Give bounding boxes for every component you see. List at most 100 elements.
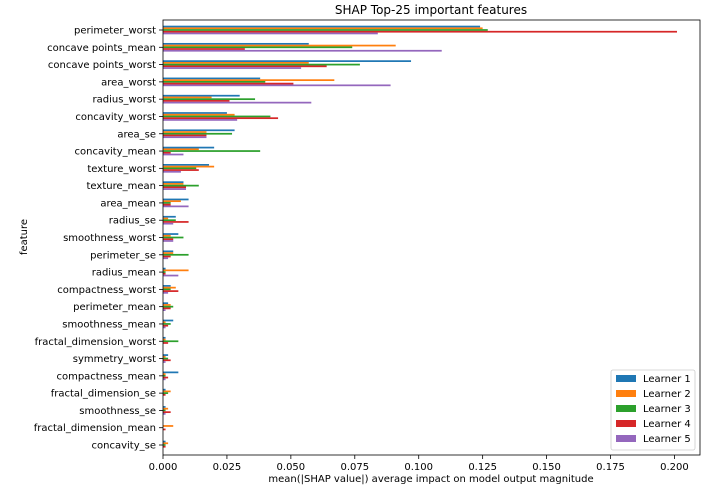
bar <box>163 373 166 375</box>
bar <box>163 219 176 222</box>
bar <box>163 233 179 235</box>
bar <box>163 390 171 393</box>
legend-label: Learner 4 <box>643 419 691 430</box>
legend-label: Learner 5 <box>643 434 691 445</box>
y-tick-label: symmetry_worst <box>73 354 156 365</box>
bar <box>163 98 256 101</box>
bar <box>163 445 166 448</box>
bar <box>163 134 207 137</box>
bar <box>163 376 169 379</box>
bar <box>163 288 171 291</box>
bar <box>163 167 197 170</box>
bar <box>163 323 171 325</box>
y-tick-label: area_se <box>117 129 156 140</box>
bar <box>163 413 166 415</box>
bar <box>163 393 166 396</box>
bar <box>163 269 189 272</box>
bar <box>163 319 174 322</box>
x-tick-label: 0.200 <box>660 462 689 473</box>
bar <box>163 272 166 275</box>
y-tick-label: perimeter_mean <box>73 302 156 313</box>
bar <box>163 307 171 310</box>
bar <box>163 146 215 149</box>
y-tick-label: radius_mean <box>92 268 156 279</box>
bar <box>163 151 171 154</box>
bar <box>163 442 169 445</box>
bar <box>163 428 166 431</box>
bar <box>163 305 174 308</box>
bar <box>163 65 327 68</box>
y-tick-label: concavity_mean <box>75 147 156 158</box>
bar <box>163 32 378 35</box>
legend-swatch <box>616 390 636 397</box>
bar <box>163 355 166 358</box>
bar <box>163 407 169 410</box>
bar <box>163 271 166 273</box>
bar <box>163 42 309 45</box>
bar <box>163 49 442 52</box>
legend-swatch <box>616 375 636 382</box>
bar <box>163 252 174 254</box>
bar <box>163 409 166 412</box>
bar <box>163 44 396 47</box>
bar <box>163 29 488 31</box>
bar <box>163 131 207 133</box>
x-tick-label: 0.175 <box>596 462 625 473</box>
x-tick-label: 0.025 <box>213 462 242 473</box>
x-tick-label: 0.100 <box>404 462 433 473</box>
bar <box>163 94 240 97</box>
bar <box>163 336 166 339</box>
bar <box>163 96 212 99</box>
y-tick-label: smoothness_mean <box>62 319 156 330</box>
y-tick-label: radius_se <box>109 216 156 227</box>
bar <box>163 342 169 344</box>
bar <box>163 188 187 190</box>
bar <box>163 371 179 374</box>
bar <box>163 81 266 83</box>
bar <box>163 340 179 343</box>
bar <box>163 150 261 152</box>
bar <box>163 257 169 260</box>
bar <box>163 169 199 171</box>
y-tick-label: texture_worst <box>87 164 156 175</box>
x-axis-ticks: 0.000 0.025 0.050 0.075 0.100 0.125 0.150 0.175… <box>149 455 689 473</box>
y-tick-label: radius_worst <box>93 95 157 106</box>
bar <box>163 222 174 225</box>
bar <box>163 217 169 220</box>
bar <box>163 324 169 327</box>
bar <box>163 165 215 168</box>
bar <box>163 238 174 241</box>
y-tick-label: fractal_dimension_mean <box>34 423 156 434</box>
y-tick-label: smoothness_se <box>79 406 156 417</box>
bar <box>163 309 166 311</box>
bar <box>163 286 176 289</box>
legend-swatch <box>616 405 636 412</box>
bar <box>163 205 189 208</box>
bar <box>163 290 179 292</box>
bar <box>163 63 360 66</box>
bar <box>163 101 312 104</box>
y-tick-label: concave points_worst <box>48 60 156 71</box>
bar <box>163 291 169 294</box>
x-tick-label: 0.150 <box>532 462 561 473</box>
bar <box>163 30 677 33</box>
y-tick-label: area_worst <box>101 77 156 88</box>
bar <box>163 61 309 64</box>
x-tick-label: 0.050 <box>277 462 306 473</box>
bar <box>163 240 174 242</box>
bar <box>163 132 233 135</box>
bar <box>163 338 166 341</box>
bar <box>163 361 166 363</box>
y-tick-label: perimeter_se <box>90 250 156 261</box>
legend-swatch <box>616 435 636 442</box>
bar <box>163 200 181 203</box>
bar <box>163 164 210 166</box>
bar <box>163 82 294 85</box>
x-tick-label: 0.000 <box>149 462 178 473</box>
bar <box>163 253 189 256</box>
bar <box>163 129 235 132</box>
legend-label: Learner 1 <box>643 374 691 385</box>
bar <box>163 388 166 391</box>
bars-group <box>163 25 677 448</box>
